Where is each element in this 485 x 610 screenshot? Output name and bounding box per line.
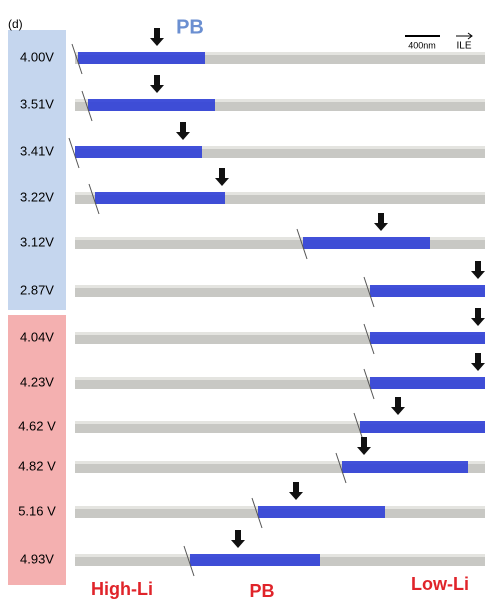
voltage-label: 4.00V xyxy=(20,49,54,64)
arrow-marker xyxy=(150,28,164,46)
group-box-blue xyxy=(8,30,66,310)
arrow-marker xyxy=(374,213,388,231)
boundary-line xyxy=(183,545,195,577)
pb-region xyxy=(370,377,485,389)
group-box-red xyxy=(8,315,66,585)
boundary-line xyxy=(81,90,93,122)
pb-region xyxy=(370,285,485,297)
nanowire-highlight xyxy=(75,461,485,464)
boundary-line xyxy=(363,368,375,400)
boundary-line xyxy=(251,497,263,529)
voltage-label: 3.22V xyxy=(20,189,54,204)
arrow-marker xyxy=(357,437,371,455)
voltage-label: 4.23V xyxy=(20,374,54,389)
voltage-label: 4.93V xyxy=(20,551,54,566)
nanowire-highlight xyxy=(75,146,485,149)
arrow-marker xyxy=(231,530,245,548)
boundary-line xyxy=(68,137,80,169)
bottom-label: High-Li xyxy=(91,579,153,599)
voltage-label: 3.41V xyxy=(20,143,54,158)
pb-region xyxy=(342,461,468,473)
nanowire-highlight xyxy=(75,421,485,424)
pb-region xyxy=(190,554,320,566)
voltage-label: 5.16 V xyxy=(18,503,56,518)
nanowire-highlight xyxy=(75,332,485,335)
arrow-marker xyxy=(150,75,164,93)
pb-region xyxy=(75,146,202,158)
voltage-label: 4.62 V xyxy=(18,418,56,433)
nanowire-highlight xyxy=(75,377,485,380)
panel-label: (d) xyxy=(8,17,23,31)
nanowire-highlight xyxy=(75,285,485,288)
arrow-marker xyxy=(471,261,485,279)
boundary-line xyxy=(335,452,347,484)
bottom-label: Low-Li xyxy=(411,574,469,594)
arrow-marker xyxy=(289,482,303,500)
nanowire-highlight xyxy=(75,237,485,240)
direction-arrow-head xyxy=(467,32,473,40)
scale-bar-label: 400nm xyxy=(408,40,436,50)
voltage-label: 3.51V xyxy=(20,96,54,111)
pb-region xyxy=(360,421,485,433)
bottom-label: PB xyxy=(249,581,274,601)
pb-region xyxy=(95,192,225,204)
pb-region xyxy=(370,332,485,344)
pb-region xyxy=(78,52,205,64)
voltage-label: 4.82 V xyxy=(18,458,56,473)
pb-region xyxy=(303,237,430,249)
pb-region xyxy=(258,506,385,518)
nanowire-highlight xyxy=(75,52,485,55)
pb-region xyxy=(88,99,215,111)
arrow-marker xyxy=(391,397,405,415)
boundary-line xyxy=(88,183,100,215)
voltage-label: 2.87V xyxy=(20,282,54,297)
arrow-marker xyxy=(471,353,485,371)
direction-label: ILE xyxy=(456,41,471,52)
boundary-line xyxy=(363,276,375,308)
arrow-marker xyxy=(215,168,229,186)
arrow-marker xyxy=(471,308,485,326)
nanowire-highlight xyxy=(75,192,485,195)
arrow-marker xyxy=(176,122,190,140)
voltage-label: 4.04V xyxy=(20,329,54,344)
top-label: PB xyxy=(176,16,204,38)
nanowire-highlight xyxy=(75,99,485,102)
voltage-label: 3.12V xyxy=(20,234,54,249)
boundary-line xyxy=(71,43,83,75)
boundary-line xyxy=(296,228,308,260)
boundary-line xyxy=(363,323,375,355)
